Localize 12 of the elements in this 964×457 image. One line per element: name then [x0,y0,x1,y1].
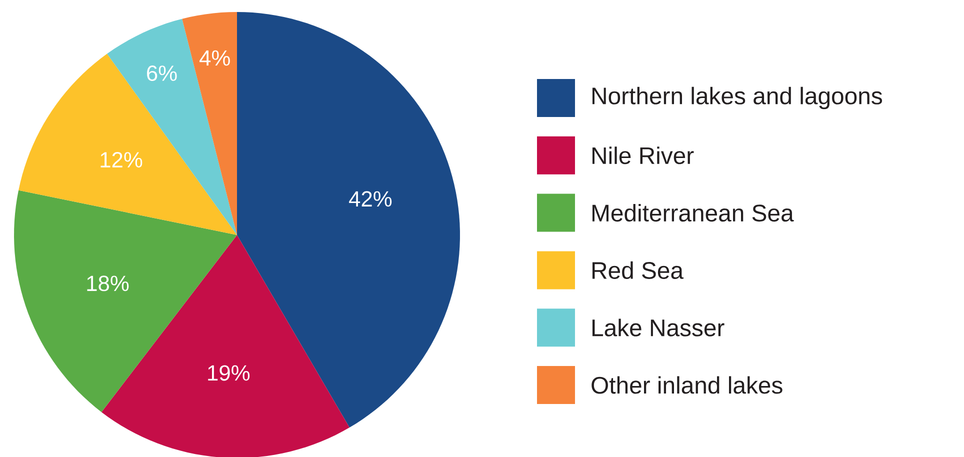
data-label: 6% [147,65,177,82]
legend-label: Northern lakes and lagoons [592,86,882,110]
data-label: 18% [87,276,129,292]
data-label: 4% [200,50,230,66]
data-label: 42% [349,191,392,207]
legend-label: Nile River [592,146,694,164]
data-label: 12% [100,152,142,168]
data-label: 19% [208,365,250,381]
legend-label: Mediterranean Sea [592,204,794,222]
legend-label: Lake Nasser [592,318,724,336]
legend-label: Other inland lakes [592,376,782,394]
legend-label: Red Sea [592,261,684,279]
